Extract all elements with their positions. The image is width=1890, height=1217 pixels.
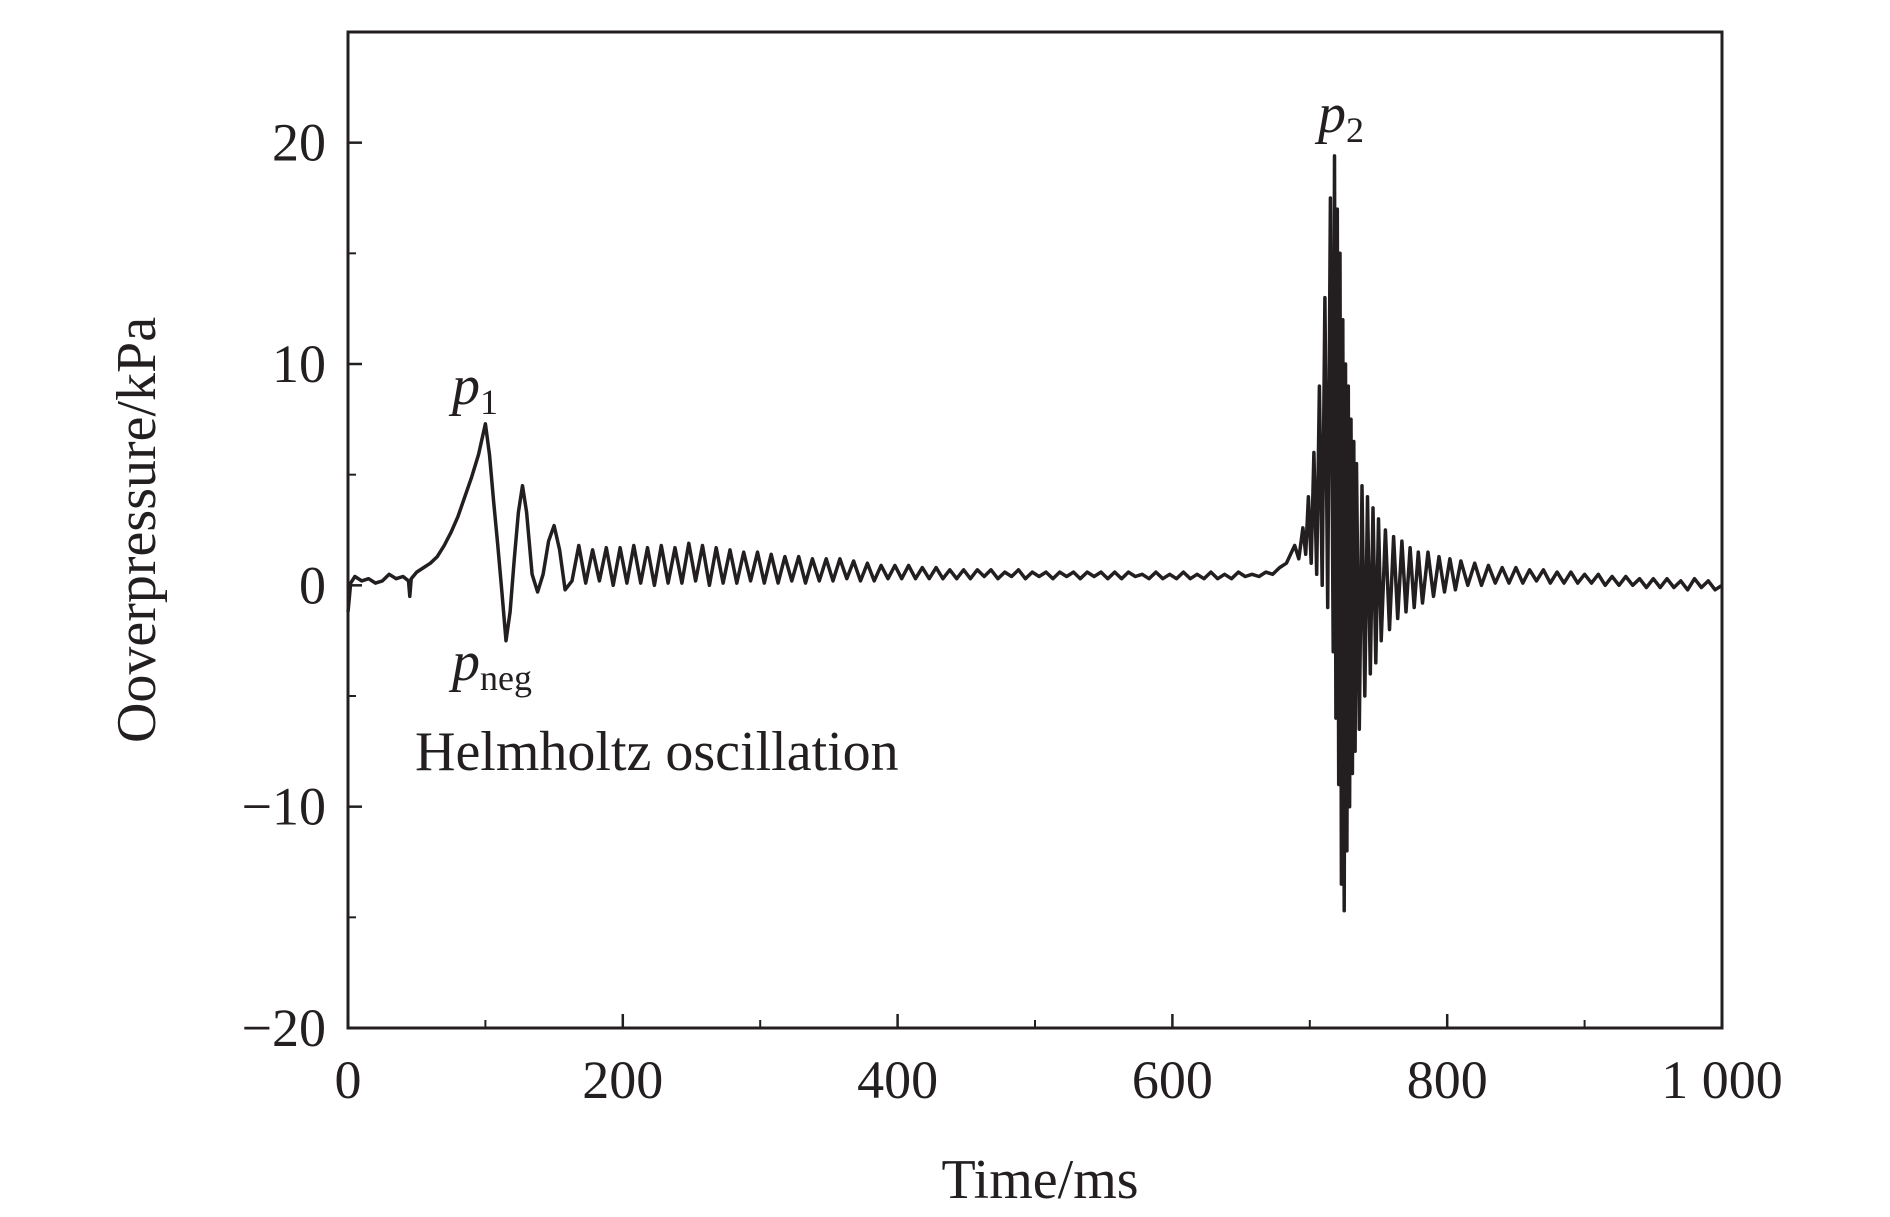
labels-layer: 0 200 400 600 800 1 000 −20 −10 0 10 20 [242, 113, 1783, 1110]
x-tick-label: 600 [1132, 1050, 1213, 1110]
x-tick-label: 800 [1407, 1050, 1488, 1110]
annotation-pneg-base: p [448, 631, 480, 693]
annotation-pneg-sub: neg [480, 658, 532, 698]
annotation-pneg: pneg [448, 631, 532, 698]
annotation-p1-base: p [448, 355, 480, 417]
data-layer [346, 154, 1723, 913]
x-tick-label: 400 [857, 1050, 938, 1110]
y-tick-label: 10 [272, 334, 326, 394]
annotation-p1-sub: 1 [480, 382, 498, 422]
annotation-p2-base: p [1314, 83, 1346, 145]
series-line-0 [346, 154, 1723, 913]
y-tick-label: −10 [242, 777, 326, 837]
annotation-p2: p2 [1314, 83, 1364, 150]
annotation-helmholtz: Helmholtz oscillation [415, 721, 899, 783]
ticks-layer [346, 141, 1724, 1030]
x-tick-label: 1 000 [1661, 1050, 1783, 1110]
y-axis-title: Ooverpressure/kPa [106, 317, 168, 743]
y-tick-label: 0 [299, 555, 326, 615]
x-tick-label: 200 [582, 1050, 663, 1110]
x-tick-label: 0 [335, 1050, 362, 1110]
y-tick-label: 20 [272, 113, 326, 173]
y-tick-label: −20 [242, 998, 326, 1058]
x-axis-title: Time/ms [941, 1149, 1138, 1211]
annotation-p2-sub: 2 [1346, 110, 1364, 150]
annotation-p1: p1 [448, 355, 498, 422]
